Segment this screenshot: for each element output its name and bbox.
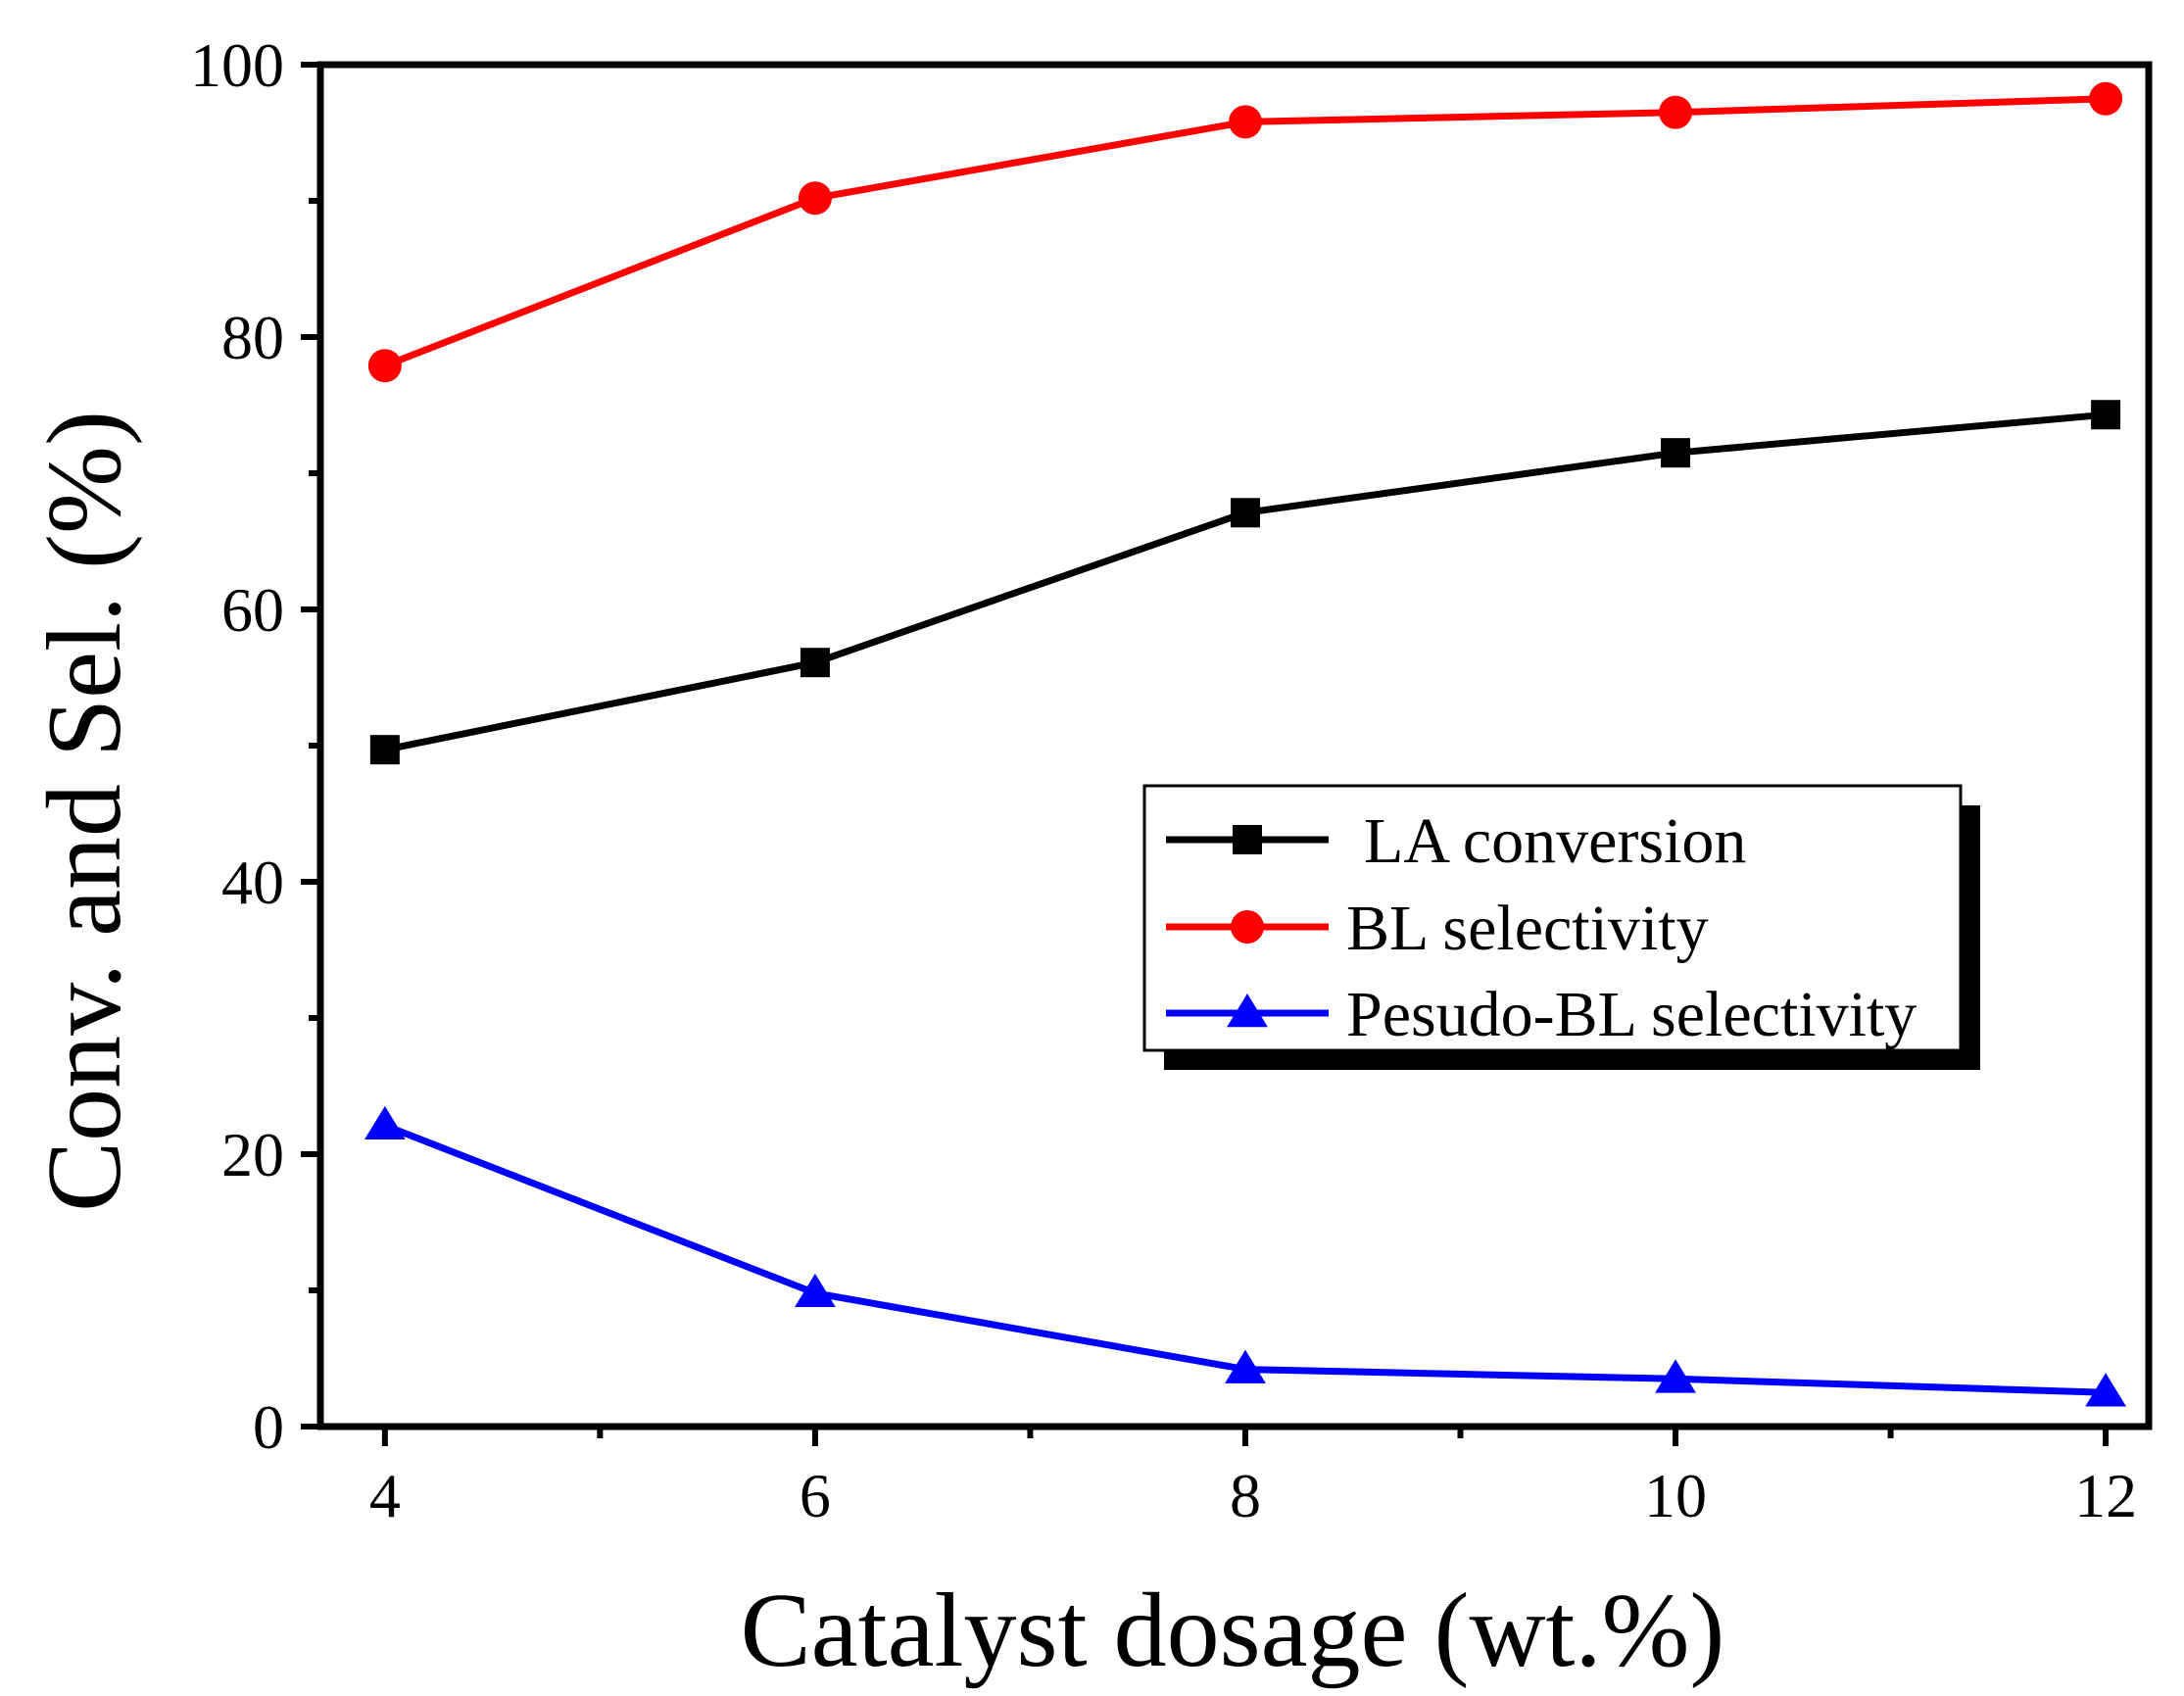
legend-item-2: Pesudo-BL selectivity [1166,979,1917,1050]
data-point-0-4 [2091,400,2121,430]
x-axis-title: Catalyst dosage (wt.%) [741,1573,1725,1689]
legend-marker-2 [1227,993,1268,1028]
y-tick-label-1: 20 [221,1120,284,1189]
y-tick-label-2: 40 [221,848,284,917]
legend-label-0: LA conversion [1364,805,1746,877]
series-2 [364,1105,2126,1407]
series-line-1 [383,95,2107,369]
legend-label-1: BL selectivity [1346,893,1709,964]
data-point-0-0 [369,735,400,765]
data-point-2-1 [795,1273,836,1308]
series-1 [367,81,2123,383]
x-tick-label-4: 12 [2074,1461,2137,1530]
legend-label-2: Pesudo-BL selectivity [1346,979,1917,1050]
data-point-0-2 [1230,498,1260,528]
y-tick-label-5: 100 [190,30,284,100]
x-tick-label-0: 4 [369,1461,401,1530]
data-point-0-3 [1661,438,1691,468]
data-point-2-4 [2085,1373,2126,1407]
legend: LA conversion BL selectivity Pesudo-BL sel… [1142,784,1980,1070]
data-point-1-2 [1228,105,1262,139]
legend-item-0: LA conversion [1166,805,1746,877]
data-point-0-1 [800,648,830,678]
data-point-2-2 [1225,1349,1266,1383]
y-axis-title: Conv. and Sel. (%) [26,411,143,1212]
y-tick-label-0: 0 [253,1392,284,1462]
data-point-1-4 [2089,81,2123,116]
data-point-1-1 [798,181,832,216]
x-tick-label-2: 8 [1230,1461,1261,1530]
data-point-2-0 [364,1105,406,1140]
legend-marker-1 [1231,910,1264,944]
series-line-0 [384,411,2107,753]
y-tick-label-3: 60 [221,575,284,645]
x-tick-label-3: 10 [1644,1461,1707,1530]
y-tick-label-4: 80 [221,303,284,372]
axes-layer: 4 6 8 10 12 0 20 40 60 80 100 Catalyst dosage (wt.%… [26,30,2153,1689]
series-layer [364,81,2126,1407]
data-point-1-0 [367,349,402,383]
series-0 [369,400,2121,765]
legend-box [1142,784,1963,1052]
x-tick-label-1: 6 [800,1461,831,1530]
plot-frame [316,61,2153,1430]
data-point-2-3 [1655,1359,1696,1393]
legend-marker-0 [1233,825,1262,854]
data-point-1-3 [1659,95,1693,129]
legend-item-1: BL selectivity [1166,893,1709,964]
